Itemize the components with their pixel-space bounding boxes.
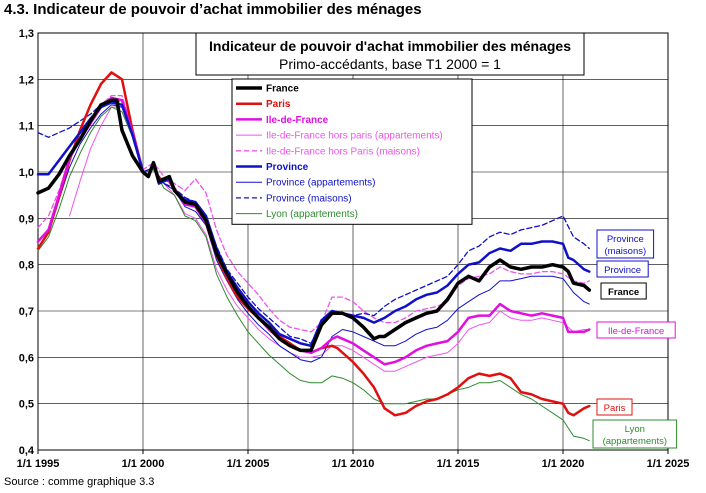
series-line-province — [36, 101, 591, 348]
end-label-text: Paris — [604, 403, 626, 414]
chart-title: Indicateur de pouvoir d'achat immobilier… — [209, 38, 571, 54]
x-tick-label: 1/1 1995 — [17, 458, 60, 470]
end-label-box — [596, 229, 655, 259]
end-label-text: Lyon — [625, 424, 645, 435]
end-label-box — [596, 398, 633, 416]
end-label-box — [600, 282, 647, 300]
end-label-text: Province — [607, 234, 644, 245]
legend-entry-label: Ile-de-France hors paris (appartements) — [266, 131, 443, 142]
y-tick-label: 0,5 — [19, 399, 34, 411]
end-label-text: France — [608, 287, 639, 298]
source-note: Source : comme graphique 3.3 — [4, 476, 155, 488]
legend: France Paris Ile-de-France Ile-de-France ho… — [231, 78, 473, 225]
y-tick-label: 1,0 — [19, 167, 34, 179]
y-tick-label: 0,4 — [19, 445, 35, 457]
page-title: 4.3. Indicateur de pouvoir d’achat immob… — [4, 1, 422, 18]
legend-entry-label: Ile-de-France hors Paris (maisons) — [266, 146, 420, 157]
legend-entry-label: Province (appartements) — [266, 178, 376, 189]
legend-entry-label: France — [266, 84, 299, 95]
series-line-france — [36, 98, 592, 353]
end-label-text: (appartements) — [603, 436, 667, 447]
x-tick-label: 1/1 2015 — [437, 458, 480, 470]
chart-title-box — [195, 32, 585, 76]
end-label-box — [596, 260, 649, 278]
y-tick-label: 1,2 — [19, 74, 34, 86]
end-label-text: Province — [604, 265, 641, 276]
y-tick-label: 0,9 — [19, 213, 34, 225]
y-tick-label: 0,6 — [19, 352, 34, 364]
end-label-text: (maisons) — [604, 246, 646, 257]
legend-entry-label: Province (maisons) — [266, 193, 352, 204]
legend-entry-label: Paris — [266, 99, 291, 110]
legend-entry-label: Ile-de-France — [266, 115, 329, 126]
end-label-box — [596, 321, 676, 339]
y-tick-label: 0,8 — [19, 260, 34, 272]
x-tick-label: 1/1 2005 — [227, 458, 270, 470]
x-tick-label: 1/1 2020 — [542, 458, 585, 470]
legend-box — [231, 78, 473, 225]
x-tick-label: 1/1 2010 — [332, 458, 375, 470]
y-tick-label: 1,3 — [19, 28, 34, 40]
legend-entry-label: Lyon (appartements) — [266, 209, 358, 220]
y-tick-label: 1,1 — [19, 121, 34, 133]
end-label-text: Ile-de-France — [608, 326, 665, 337]
x-tick-label: 1/1 2000 — [122, 458, 165, 470]
x-tick-label: 1/1 2025 — [647, 458, 690, 470]
end-label-box — [592, 419, 678, 449]
y-tick-label: 0,7 — [19, 306, 34, 318]
chart: 0,4 0,5 0,6 0,7 0,8 0,9 1,0 1,1 1,2 1,3 1/1 1995 1/… — [17, 28, 690, 470]
chart-subtitle: Primo-accédants, base T1 2000 = 1 — [279, 56, 501, 72]
legend-entry-label: Province — [266, 162, 309, 173]
